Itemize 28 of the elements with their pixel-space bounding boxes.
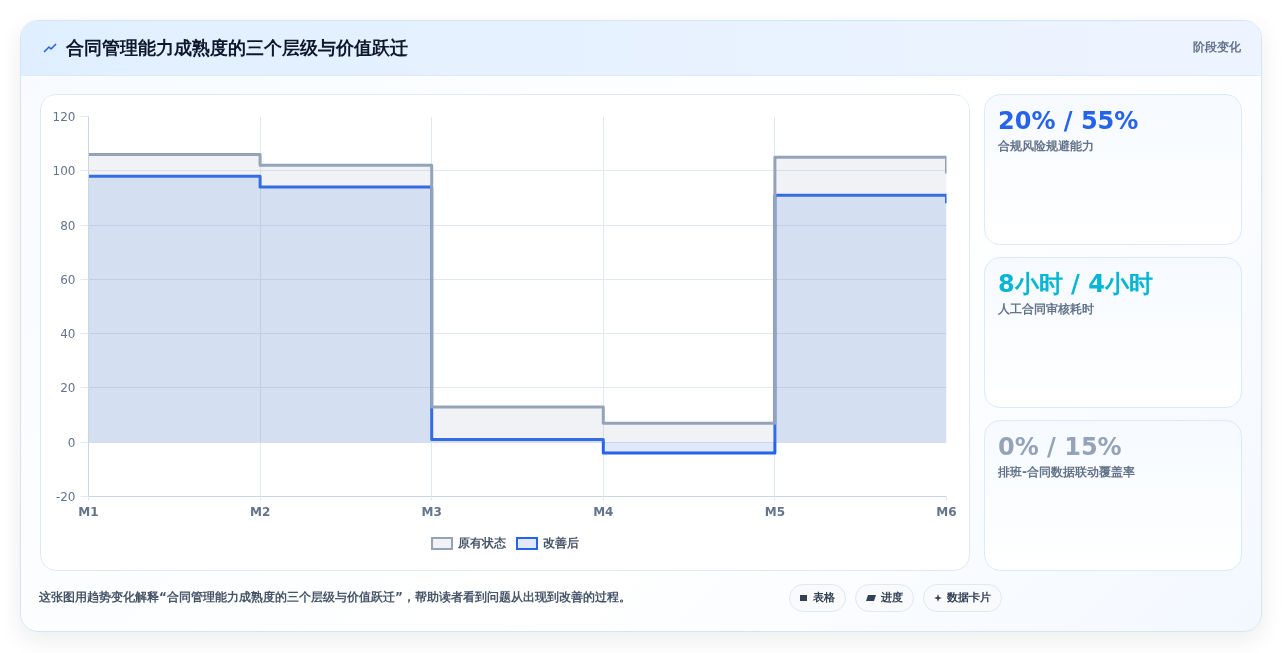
text: 8小时 / 4小时 bbox=[998, 269, 1154, 299]
x-tick-label: M1 bbox=[78, 504, 99, 519]
x-tick-label: M5 bbox=[764, 504, 786, 519]
y-tick-label: 120 bbox=[52, 110, 76, 124]
text: 合规风险规避能力 bbox=[998, 138, 1095, 155]
text: 数据卡片 bbox=[947, 590, 991, 606]
chart-title: 合同管理能力成熟度的三个层级与价值跃迁 bbox=[66, 36, 408, 61]
legend-label: 改善后 bbox=[543, 535, 579, 552]
y-tick-label: 0 bbox=[67, 435, 76, 450]
text: 20% / 55% bbox=[998, 106, 1140, 136]
y-tick-label: 60 bbox=[60, 272, 76, 287]
text: 排班-合同数据联动覆盖率 bbox=[998, 464, 1136, 481]
text: 表格 bbox=[813, 590, 835, 606]
y-tick-label: 100 bbox=[52, 164, 76, 179]
x-tick-label: M6 bbox=[936, 504, 957, 519]
text: 人工合同审核耗时 bbox=[998, 301, 1095, 318]
x-tick-label: M3 bbox=[421, 504, 442, 519]
y-tick-label: -20 bbox=[55, 490, 76, 504]
text: 0% / 15% bbox=[998, 432, 1123, 462]
x-tick-label: M2 bbox=[249, 504, 271, 519]
text: 这张图用趋势变化解释“合同管理能力成熟度的三个层级与价值跃迁”，帮助读者看到问题从出现到改善的过程。 bbox=[39, 589, 632, 607]
y-tick-label: 80 bbox=[60, 218, 76, 233]
text: 进度 bbox=[881, 590, 903, 606]
x-tick-label: M4 bbox=[593, 504, 614, 519]
text: 阶段变化 bbox=[1193, 39, 1241, 57]
y-tick-label: 40 bbox=[60, 327, 76, 342]
y-tick-label: 20 bbox=[60, 381, 76, 396]
legend-label: 原有状态 bbox=[458, 535, 506, 552]
